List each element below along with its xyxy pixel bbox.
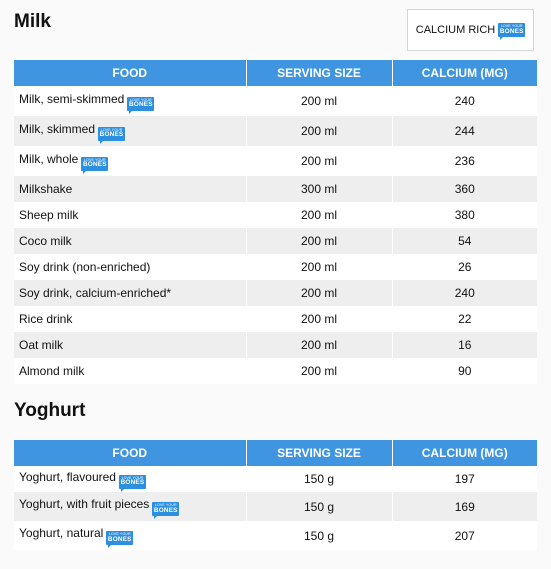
table-row: Milk, whole LOVE YOUR BONES 200 ml 236 — [14, 146, 537, 176]
food-name: Almond milk — [19, 364, 85, 378]
food-cell: Milk, skimmed LOVE YOUR BONES — [14, 116, 247, 146]
serving-size-cell: 200 ml — [246, 228, 393, 254]
calcium-cell: 90 — [392, 358, 537, 384]
table-row: Yoghurt, natural LOVE YOUR BONES 150 g 207 — [14, 521, 537, 550]
food-cell: Coco milk — [14, 228, 247, 254]
food-name: Milk, whole — [19, 151, 79, 166]
table-row: Yoghurt, with fruit pieces LOVE YOUR BONES… — [14, 492, 537, 521]
table-row: Milkshake 300 ml 360 — [14, 176, 537, 202]
food-cell: Yoghurt, flavoured LOVE YOUR BONES — [14, 466, 247, 492]
food-name: Coco milk — [19, 234, 72, 248]
milk-section-title: Milk — [14, 11, 51, 32]
calcium-cell: 169 — [392, 492, 537, 521]
serving-size-cell: 200 ml — [246, 280, 393, 306]
header-food: FOOD — [14, 440, 247, 466]
yoghurt-table-header-row: FOOD SERVING SIZE CALCIUM (MG) — [14, 440, 537, 466]
table-row: Soy drink, calcium-enriched* 200 ml 240 — [14, 280, 537, 306]
calcium-cell: 22 — [392, 306, 537, 332]
header-serving-size: SERVING SIZE — [246, 440, 393, 466]
calcium-cell: 240 — [392, 280, 537, 306]
food-name: Soy drink, calcium-enriched* — [19, 286, 172, 300]
calcium-cell: 207 — [392, 521, 537, 550]
food-cell: Milk, whole LOVE YOUR BONES — [14, 146, 247, 176]
love-your-bones-badge-icon: LOVE YOUR BONES — [81, 156, 109, 174]
food-name: Sheep milk — [19, 208, 79, 222]
food-cell: Yoghurt, with fruit pieces LOVE YOUR BONES — [14, 492, 247, 521]
table-row: Rice drink 200 ml 22 — [14, 306, 537, 332]
food-name: Yoghurt, flavoured — [19, 469, 116, 484]
table-row: Coco milk 200 ml 54 — [14, 228, 537, 254]
serving-size-cell: 200 ml — [246, 306, 393, 332]
food-cell: Soy drink, calcium-enriched* — [14, 280, 247, 306]
header-calcium: CALCIUM (MG) — [392, 440, 537, 466]
milk-table: FOOD SERVING SIZE CALCIUM (MG) Milk, sem… — [14, 60, 537, 384]
header-food: FOOD — [14, 60, 247, 86]
calcium-cell: 380 — [392, 202, 537, 228]
serving-size-cell: 200 ml — [246, 116, 393, 146]
serving-size-cell: 200 ml — [246, 358, 393, 384]
serving-size-cell: 200 ml — [246, 202, 393, 228]
food-cell: Milk, semi-skimmed LOVE YOUR BONES — [14, 86, 247, 116]
serving-size-cell: 200 ml — [246, 332, 393, 358]
serving-size-cell: 150 g — [246, 466, 393, 492]
serving-size-cell: 200 ml — [246, 146, 393, 176]
love-your-bones-badge-icon: LOVE YOUR BONES — [498, 23, 526, 40]
yoghurt-table: FOOD SERVING SIZE CALCIUM (MG) Yoghurt, … — [14, 440, 537, 550]
food-name: Rice drink — [19, 312, 73, 326]
yoghurt-section-title: Yoghurt — [14, 400, 86, 421]
serving-size-cell: 200 ml — [246, 86, 393, 116]
header-calcium: CALCIUM (MG) — [392, 60, 537, 86]
serving-size-cell: 150 g — [246, 492, 393, 521]
calcium-cell: 236 — [392, 146, 537, 176]
calcium-cell: 360 — [392, 176, 537, 202]
food-cell: Yoghurt, natural LOVE YOUR BONES — [14, 521, 247, 550]
food-cell: Oat milk — [14, 332, 247, 358]
food-cell: Almond milk — [14, 358, 247, 384]
food-name: Milkshake — [19, 182, 73, 196]
calcium-cell: 26 — [392, 254, 537, 280]
table-row: Soy drink (non-enriched) 200 ml 26 — [14, 254, 537, 280]
food-name: Yoghurt, natural — [19, 526, 104, 540]
love-your-bones-badge-icon: LOVE YOUR BONES — [152, 502, 180, 519]
calcium-cell: 197 — [392, 466, 537, 492]
table-row: Sheep milk 200 ml 380 — [14, 202, 537, 228]
food-name: Milk, semi-skimmed — [19, 91, 125, 106]
food-name: Oat milk — [19, 338, 64, 352]
calcium-cell: 244 — [392, 116, 537, 146]
calcium-cell: 54 — [392, 228, 537, 254]
love-your-bones-badge-icon: LOVE YOUR BONES — [118, 474, 146, 492]
milk-table-header-row: FOOD SERVING SIZE CALCIUM (MG) — [14, 60, 537, 86]
food-name: Soy drink (non-enriched) — [19, 260, 151, 274]
header-serving-size: SERVING SIZE — [246, 60, 393, 86]
table-row: Milk, semi-skimmed LOVE YOUR BONES 200 ml 24… — [14, 86, 537, 116]
food-cell: Sheep milk — [14, 202, 247, 228]
table-row: Yoghurt, flavoured LOVE YOUR BONES 150 g 197 — [14, 466, 537, 492]
calcium-cell: 240 — [392, 86, 537, 116]
table-row: Almond milk 200 ml 90 — [14, 358, 537, 384]
food-name: Milk, skimmed — [19, 121, 96, 136]
serving-size-cell: 200 ml — [246, 254, 393, 280]
serving-size-cell: 300 ml — [246, 176, 393, 202]
serving-size-cell: 150 g — [246, 521, 393, 550]
food-cell: Milkshake — [14, 176, 247, 202]
love-your-bones-badge-icon: LOVE YOUR BONES — [106, 531, 134, 548]
calcium-cell: 16 — [392, 332, 537, 358]
legend-label: CALCIUM RICH — [415, 24, 496, 36]
food-name: Yoghurt, with fruit pieces — [19, 497, 150, 511]
food-cell: Rice drink — [14, 306, 247, 332]
table-row: Oat milk 200 ml 16 — [14, 332, 537, 358]
love-your-bones-badge-icon: LOVE YOUR BONES — [127, 96, 155, 114]
food-cell: Soy drink (non-enriched) — [14, 254, 247, 280]
calcium-rich-legend: CALCIUM RICH LOVE YOUR BONES — [407, 9, 534, 51]
table-row: Milk, skimmed LOVE YOUR BONES 200 ml 244 — [14, 116, 537, 146]
love-your-bones-badge-icon: LOVE YOUR BONES — [98, 126, 126, 144]
